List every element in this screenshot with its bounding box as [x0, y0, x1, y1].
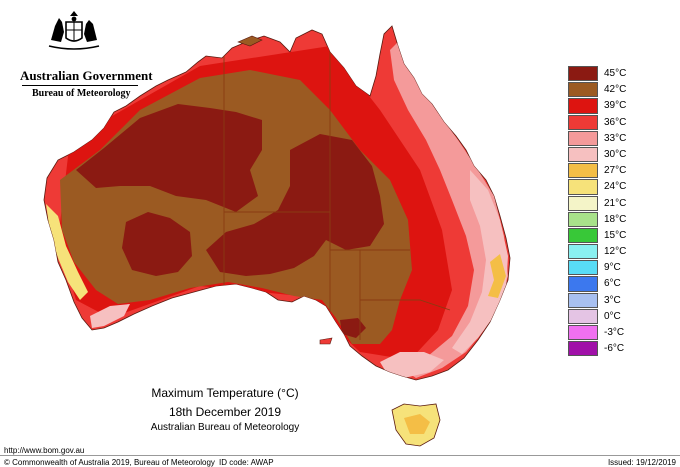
legend-swatch — [568, 341, 598, 357]
legend-label: 3°C — [604, 294, 621, 306]
logo-divider — [22, 85, 138, 86]
legend-item: 42°C — [568, 82, 648, 98]
zone-27c-southwest — [46, 204, 88, 300]
legend-label: 6°C — [604, 278, 621, 290]
legend-item: 6°C — [568, 276, 648, 292]
zone-45c-west — [76, 104, 262, 212]
id-code: ID code: AWAP — [219, 458, 274, 467]
legend-label: 12°C — [604, 246, 627, 258]
legend-label: -3°C — [604, 327, 625, 338]
legend-item: 30°C — [568, 146, 648, 163]
legend-label: 36°C — [604, 116, 627, 128]
legend-item: 0°C — [568, 308, 648, 325]
legend-item: 21°C — [568, 195, 648, 212]
legend-swatch — [568, 227, 598, 244]
legend-swatch — [568, 292, 598, 308]
legend-item: 36°C — [568, 114, 648, 131]
legend-label: 24°C — [604, 181, 627, 193]
legend-swatch — [568, 163, 598, 179]
legend-swatch — [568, 179, 598, 195]
government-logo: Australian Government Bureau of Meteorol… — [10, 8, 153, 99]
legend-label: 27°C — [604, 165, 627, 177]
legend-label: 39°C — [604, 100, 627, 112]
zone-30c — [452, 170, 508, 354]
kangaroo-island — [319, 337, 333, 345]
legend-swatch — [568, 130, 598, 146]
issued-date: Issued: 19/12/2019 — [607, 458, 676, 467]
zone-33c — [390, 40, 508, 378]
legend-item: 3°C — [568, 292, 648, 309]
legend-label: 18°C — [604, 213, 627, 225]
legend-item: 24°C — [568, 179, 648, 195]
legend-item: -3°C — [568, 325, 648, 341]
map-date: 18th December 2019 — [168, 405, 282, 419]
legend-swatch — [568, 276, 598, 292]
legend-item: 33°C — [568, 130, 648, 147]
legend-item: 9°C — [568, 260, 648, 276]
legend-item: 12°C — [568, 244, 648, 260]
zone-45c-pilbara — [122, 212, 192, 276]
footer-divider — [0, 455, 680, 456]
website-link[interactable]: http://www.bom.gov.au — [4, 446, 85, 455]
legend-label: 15°C — [604, 229, 627, 241]
legend-swatch — [568, 82, 598, 98]
legend-item: -6°C — [568, 341, 648, 357]
legend-label: 30°C — [604, 148, 627, 160]
legend-swatch — [568, 308, 598, 324]
coat-of-arms-icon — [48, 11, 100, 50]
legend-item: 45°C — [568, 66, 648, 82]
zone-45c-south — [340, 318, 366, 338]
zone-27c-east — [488, 254, 506, 298]
legend-label: 21°C — [604, 197, 627, 209]
zone-30c-southwest — [90, 304, 130, 328]
state-borders — [223, 46, 451, 340]
map-caption: Maximum Temperature (°C) 18th December 2… — [130, 386, 320, 433]
legend-item: 27°C — [568, 163, 648, 179]
legend-swatch — [568, 244, 598, 260]
temperature-legend: 45°C 42°C 39°C 36°C 33°C 30°C 27°C 24°C 21°C 18°C… — [568, 66, 648, 357]
legend-swatch — [568, 146, 598, 163]
legend-swatch — [568, 114, 598, 130]
legend-swatch — [568, 66, 598, 82]
map-title: Maximum Temperature (°C) — [151, 386, 299, 400]
legend-label: 0°C — [604, 310, 621, 322]
legend-swatch — [568, 325, 598, 341]
government-name: Australian Government — [20, 68, 153, 83]
legend-swatch — [568, 98, 598, 114]
legend-label: 45°C — [604, 68, 627, 79]
bureau-name: Bureau of Meteorology — [32, 88, 131, 99]
copyright-text: © Commonwealth of Australia 2019, Bureau… — [4, 458, 215, 467]
mainland-australia — [43, 25, 511, 381]
tasmania — [391, 403, 441, 447]
legend-swatch — [568, 260, 598, 276]
legend-label: 9°C — [604, 262, 621, 274]
zone-45c-central — [206, 134, 384, 276]
legend-swatch — [568, 195, 598, 211]
legend-item: 39°C — [568, 98, 648, 114]
legend-label: 33°C — [604, 132, 627, 144]
map-source: Australian Bureau of Meteorology — [150, 422, 300, 433]
legend-item: 18°C — [568, 211, 648, 228]
legend-item: 15°C — [568, 227, 648, 244]
zone-27c-victoria — [380, 352, 444, 378]
legend-label: 42°C — [604, 84, 627, 96]
legend-label: -6°C — [604, 343, 625, 355]
legend-swatch — [568, 211, 598, 227]
melville-island — [237, 35, 263, 47]
